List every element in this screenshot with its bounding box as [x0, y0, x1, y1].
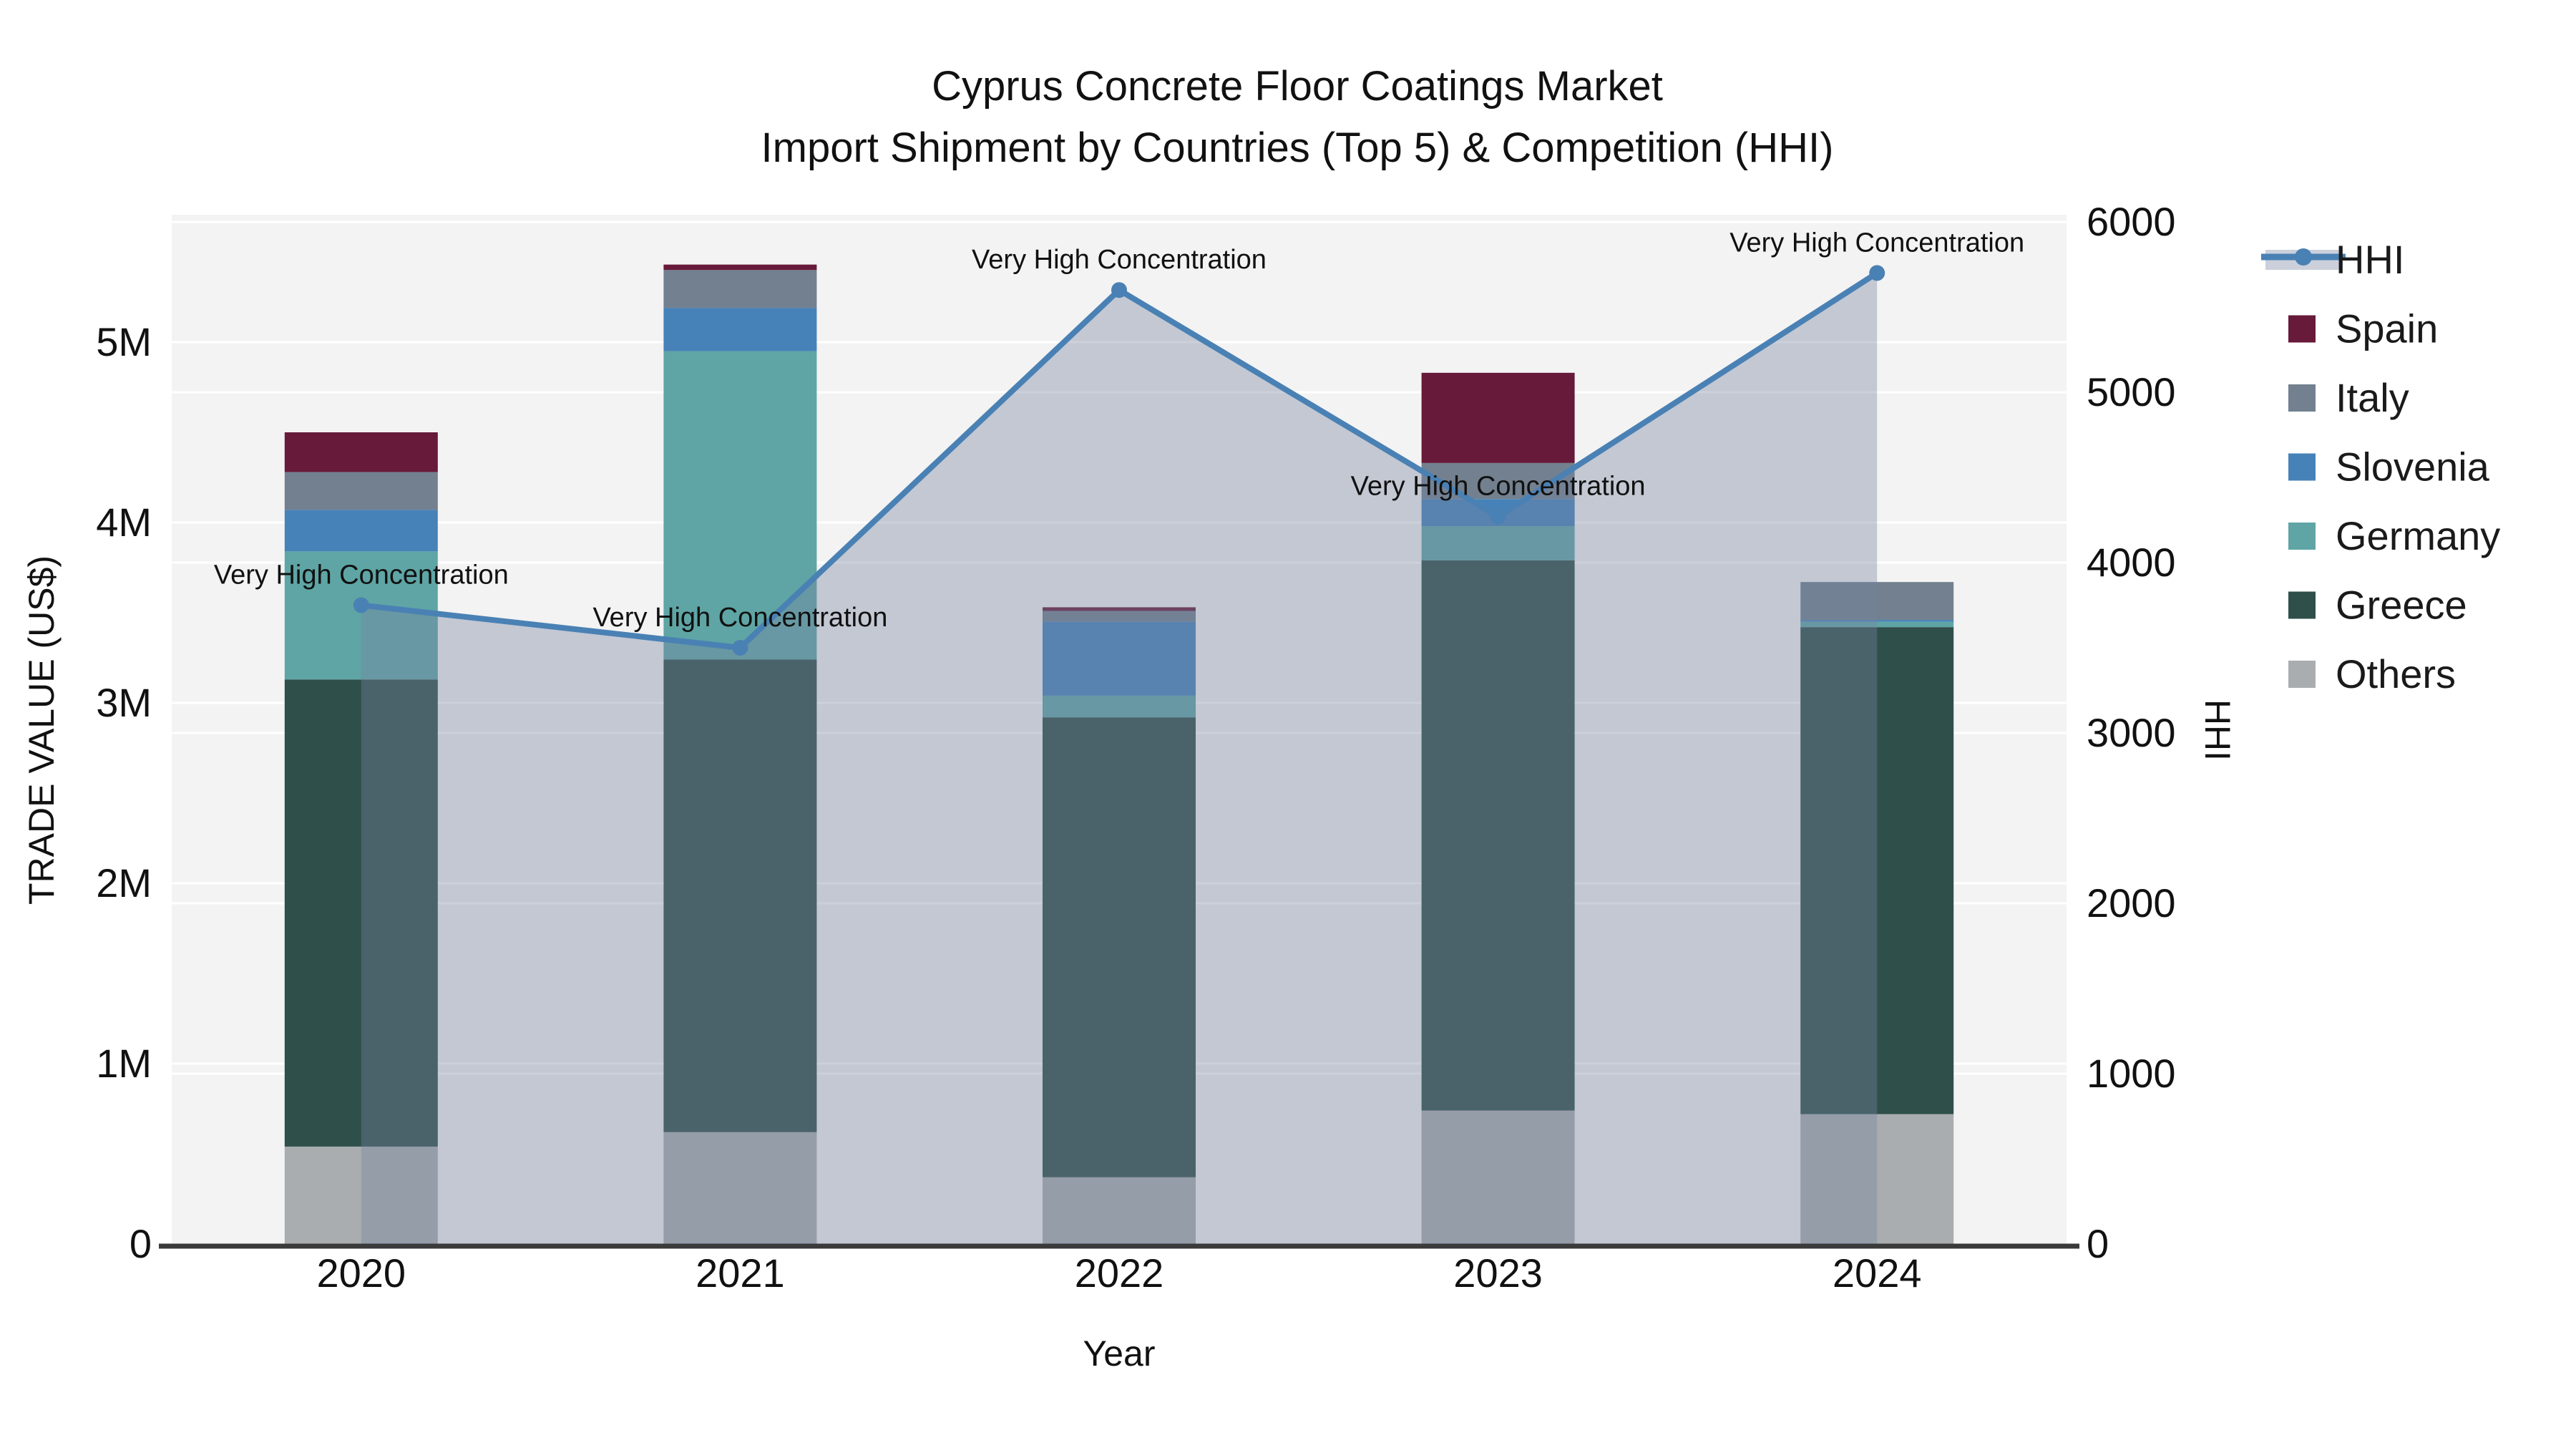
bar-segment-spain-2022 [1043, 607, 1196, 611]
legend-label-germany: Germany [2336, 513, 2500, 558]
x-tick-2020: 2020 [317, 1250, 406, 1296]
legend-item-italy[interactable]: Italy [2288, 375, 2409, 420]
legend-swatch-others [2288, 661, 2316, 688]
annotation-2024: Very High Concentration [1729, 228, 2024, 258]
bar-segment-others-2024 [1800, 1114, 1954, 1244]
bar-segment-slovenia-2024 [1800, 620, 1954, 622]
annotation-2021: Very High Concentration [592, 603, 887, 633]
bar-segment-germany-2022 [1043, 695, 1196, 718]
y-left-tick-3M: 3M [96, 680, 152, 725]
legend-item-greece[interactable]: Greece [2288, 583, 2467, 628]
legend-label-others: Others [2336, 651, 2456, 696]
legend-label-greece: Greece [2336, 583, 2467, 628]
hhi-area-fill [361, 273, 1878, 1244]
y-axis-right-ticks: 0 1000 2000 3000 4000 5000 6000 [2087, 199, 2176, 1266]
hhi-marker-2022 [1111, 282, 1127, 298]
y-axis-right-title: HHI [2197, 699, 2238, 761]
x-tick-2021: 2021 [696, 1250, 785, 1296]
y-left-tick-0: 0 [130, 1221, 152, 1266]
legend: HHI Spain Italy Slovenia Germany Greece Others [2261, 237, 2500, 696]
bar-segment-others-2020 [284, 1146, 438, 1244]
bar-segment-germany-2023 [1421, 526, 1575, 560]
y-right-tick-2000: 2000 [2087, 880, 2176, 925]
bar-segment-italy-2024 [1800, 582, 1954, 621]
y-left-tick-1M: 1M [96, 1041, 152, 1086]
stacked-bars [284, 264, 1954, 1244]
point-annotations: Very High Concentration Very High Concent… [214, 228, 2024, 633]
hhi-marker-2020 [353, 597, 369, 613]
bar-segment-slovenia-2021 [663, 308, 817, 351]
annotation-2020: Very High Concentration [214, 560, 509, 591]
legend-label-spain: Spain [2336, 306, 2438, 351]
bar-segment-spain-2023 [1421, 372, 1575, 463]
y-right-tick-3000: 3000 [2087, 710, 2176, 755]
bar-segment-spain-2020 [284, 432, 438, 472]
x-axis-title: Year [1083, 1333, 1155, 1374]
bar-segment-germany-2021 [663, 351, 817, 660]
legend-label-slovenia: Slovenia [2336, 444, 2490, 490]
legend-swatch-slovenia [2288, 453, 2316, 481]
bar-segment-germany-2020 [284, 551, 438, 680]
legend-label-hhi: HHI [2336, 237, 2404, 282]
legend-item-others[interactable]: Others [2288, 651, 2456, 696]
x-tick-2022: 2022 [1075, 1250, 1164, 1296]
x-axis-ticks: 2020 2021 2022 2023 2024 [317, 1250, 1922, 1296]
legend-swatch-italy [2288, 384, 2316, 412]
y-axis-left-title: TRADE VALUE (US$) [21, 555, 62, 905]
bar-segment-greece-2024 [1800, 627, 1954, 1114]
x-tick-2023: 2023 [1453, 1250, 1543, 1296]
bar-segment-italy-2022 [1043, 611, 1196, 622]
bar-segment-germany-2024 [1800, 621, 1954, 628]
annotation-2023: Very High Concentration [1351, 472, 1646, 502]
x-tick-2024: 2024 [1833, 1250, 1922, 1296]
bar-segment-italy-2021 [663, 270, 817, 308]
legend-hhi-marker [2295, 248, 2312, 266]
bar-segment-slovenia-2020 [284, 510, 438, 552]
annotation-2022: Very High Concentration [972, 245, 1267, 275]
bar-segment-greece-2021 [663, 659, 817, 1132]
legend-swatch-greece [2288, 591, 2316, 619]
hhi-area-path [361, 273, 1878, 1244]
y-left-tick-2M: 2M [96, 860, 152, 905]
bar-segment-italy-2020 [284, 472, 438, 510]
y-right-tick-1000: 1000 [2087, 1051, 2176, 1096]
y-right-tick-5000: 5000 [2087, 369, 2176, 414]
hhi-marker-2023 [1490, 508, 1506, 525]
legend-item-spain[interactable]: Spain [2288, 306, 2438, 351]
hhi-marker-2021 [732, 640, 748, 656]
y-left-tick-4M: 4M [96, 500, 152, 545]
legend-label-italy: Italy [2336, 375, 2409, 420]
legend-swatch-spain [2288, 315, 2316, 343]
bar-segment-others-2023 [1421, 1110, 1575, 1244]
hhi-marker-2024 [1869, 265, 1885, 281]
legend-item-slovenia[interactable]: Slovenia [2288, 444, 2490, 490]
legend-item-germany[interactable]: Germany [2288, 513, 2500, 558]
y-right-tick-4000: 4000 [2087, 540, 2176, 585]
bar-segment-greece-2022 [1043, 717, 1196, 1177]
y-right-tick-6000: 6000 [2087, 199, 2176, 244]
y-right-tick-0: 0 [2087, 1221, 2109, 1266]
bar-segment-others-2022 [1043, 1177, 1196, 1244]
legend-swatch-germany [2288, 523, 2316, 550]
y-axis-left-ticks: 0 1M 2M 3M 4M 5M [96, 319, 152, 1266]
bar-segment-greece-2023 [1421, 560, 1575, 1111]
bar-segment-others-2021 [663, 1132, 817, 1244]
bar-segment-spain-2021 [663, 264, 817, 271]
bar-segment-slovenia-2022 [1043, 621, 1196, 696]
chart-title-line1: Cyprus Concrete Floor Coatings Market [932, 63, 1663, 110]
chart-title-line2: Import Shipment by Countries (Top 5) & C… [761, 125, 1834, 171]
legend-item-hhi[interactable]: HHI [2261, 237, 2404, 282]
bar-segment-greece-2020 [284, 679, 438, 1147]
hhi-markers [353, 265, 1885, 656]
y-left-tick-5M: 5M [96, 319, 152, 364]
